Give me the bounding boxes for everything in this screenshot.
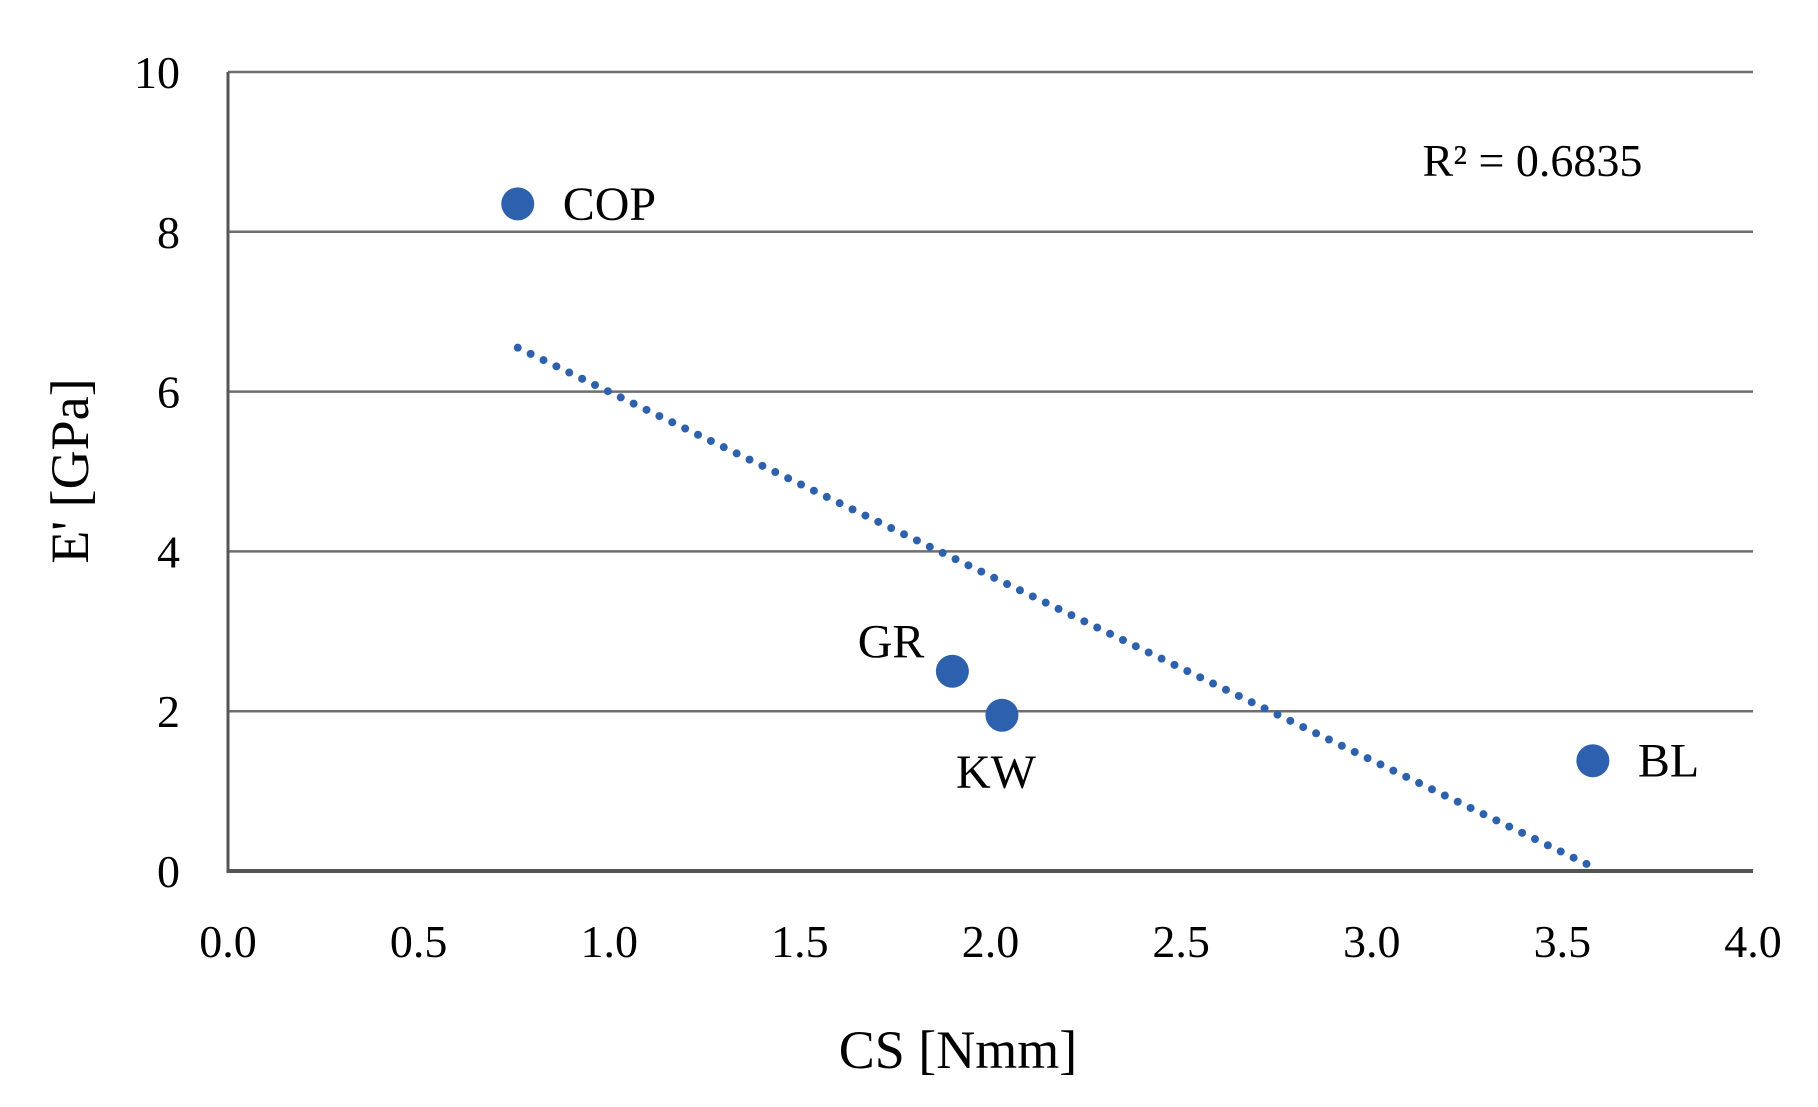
trendline [513, 343, 1597, 872]
y-tick-label-10: 10 [134, 47, 180, 98]
data-point-COP [501, 187, 535, 221]
point-label-BL: BL [1638, 735, 1699, 788]
point-label-GR: GR [858, 615, 925, 668]
y-tick-label-4: 4 [157, 526, 180, 577]
data-point-GR [935, 654, 969, 688]
x-tick-label-3.5: 3.5 [1534, 916, 1592, 967]
point-label-KW: KW [956, 746, 1037, 799]
x-tick-label-3.0: 3.0 [1343, 916, 1401, 967]
x-tick-label-0.5: 0.5 [390, 916, 448, 967]
point-label-COP: COP [563, 178, 656, 231]
y-axis-title: E' [GPa] [40, 378, 100, 563]
x-tick-label-0.0: 0.0 [199, 916, 257, 967]
y-tick-label-6: 6 [157, 367, 180, 418]
x-axis-title: CS [Nmm] [839, 1020, 1078, 1080]
x-tick-label-2.0: 2.0 [962, 916, 1020, 967]
x-tick-label-4.0: 4.0 [1724, 916, 1782, 967]
r-squared-annotation: R² = 0.6835 [1423, 135, 1643, 186]
x-tick-label-1.5: 1.5 [771, 916, 829, 967]
data-point-KW [985, 698, 1019, 732]
y-tick-label-2: 2 [157, 686, 180, 737]
data-point-BL [1576, 744, 1610, 778]
y-tick-label-0: 0 [157, 846, 180, 897]
x-tick-label-1.0: 1.0 [581, 916, 639, 967]
y-tick-label-8: 8 [157, 207, 180, 258]
x-tick-label-2.5: 2.5 [1152, 916, 1210, 967]
